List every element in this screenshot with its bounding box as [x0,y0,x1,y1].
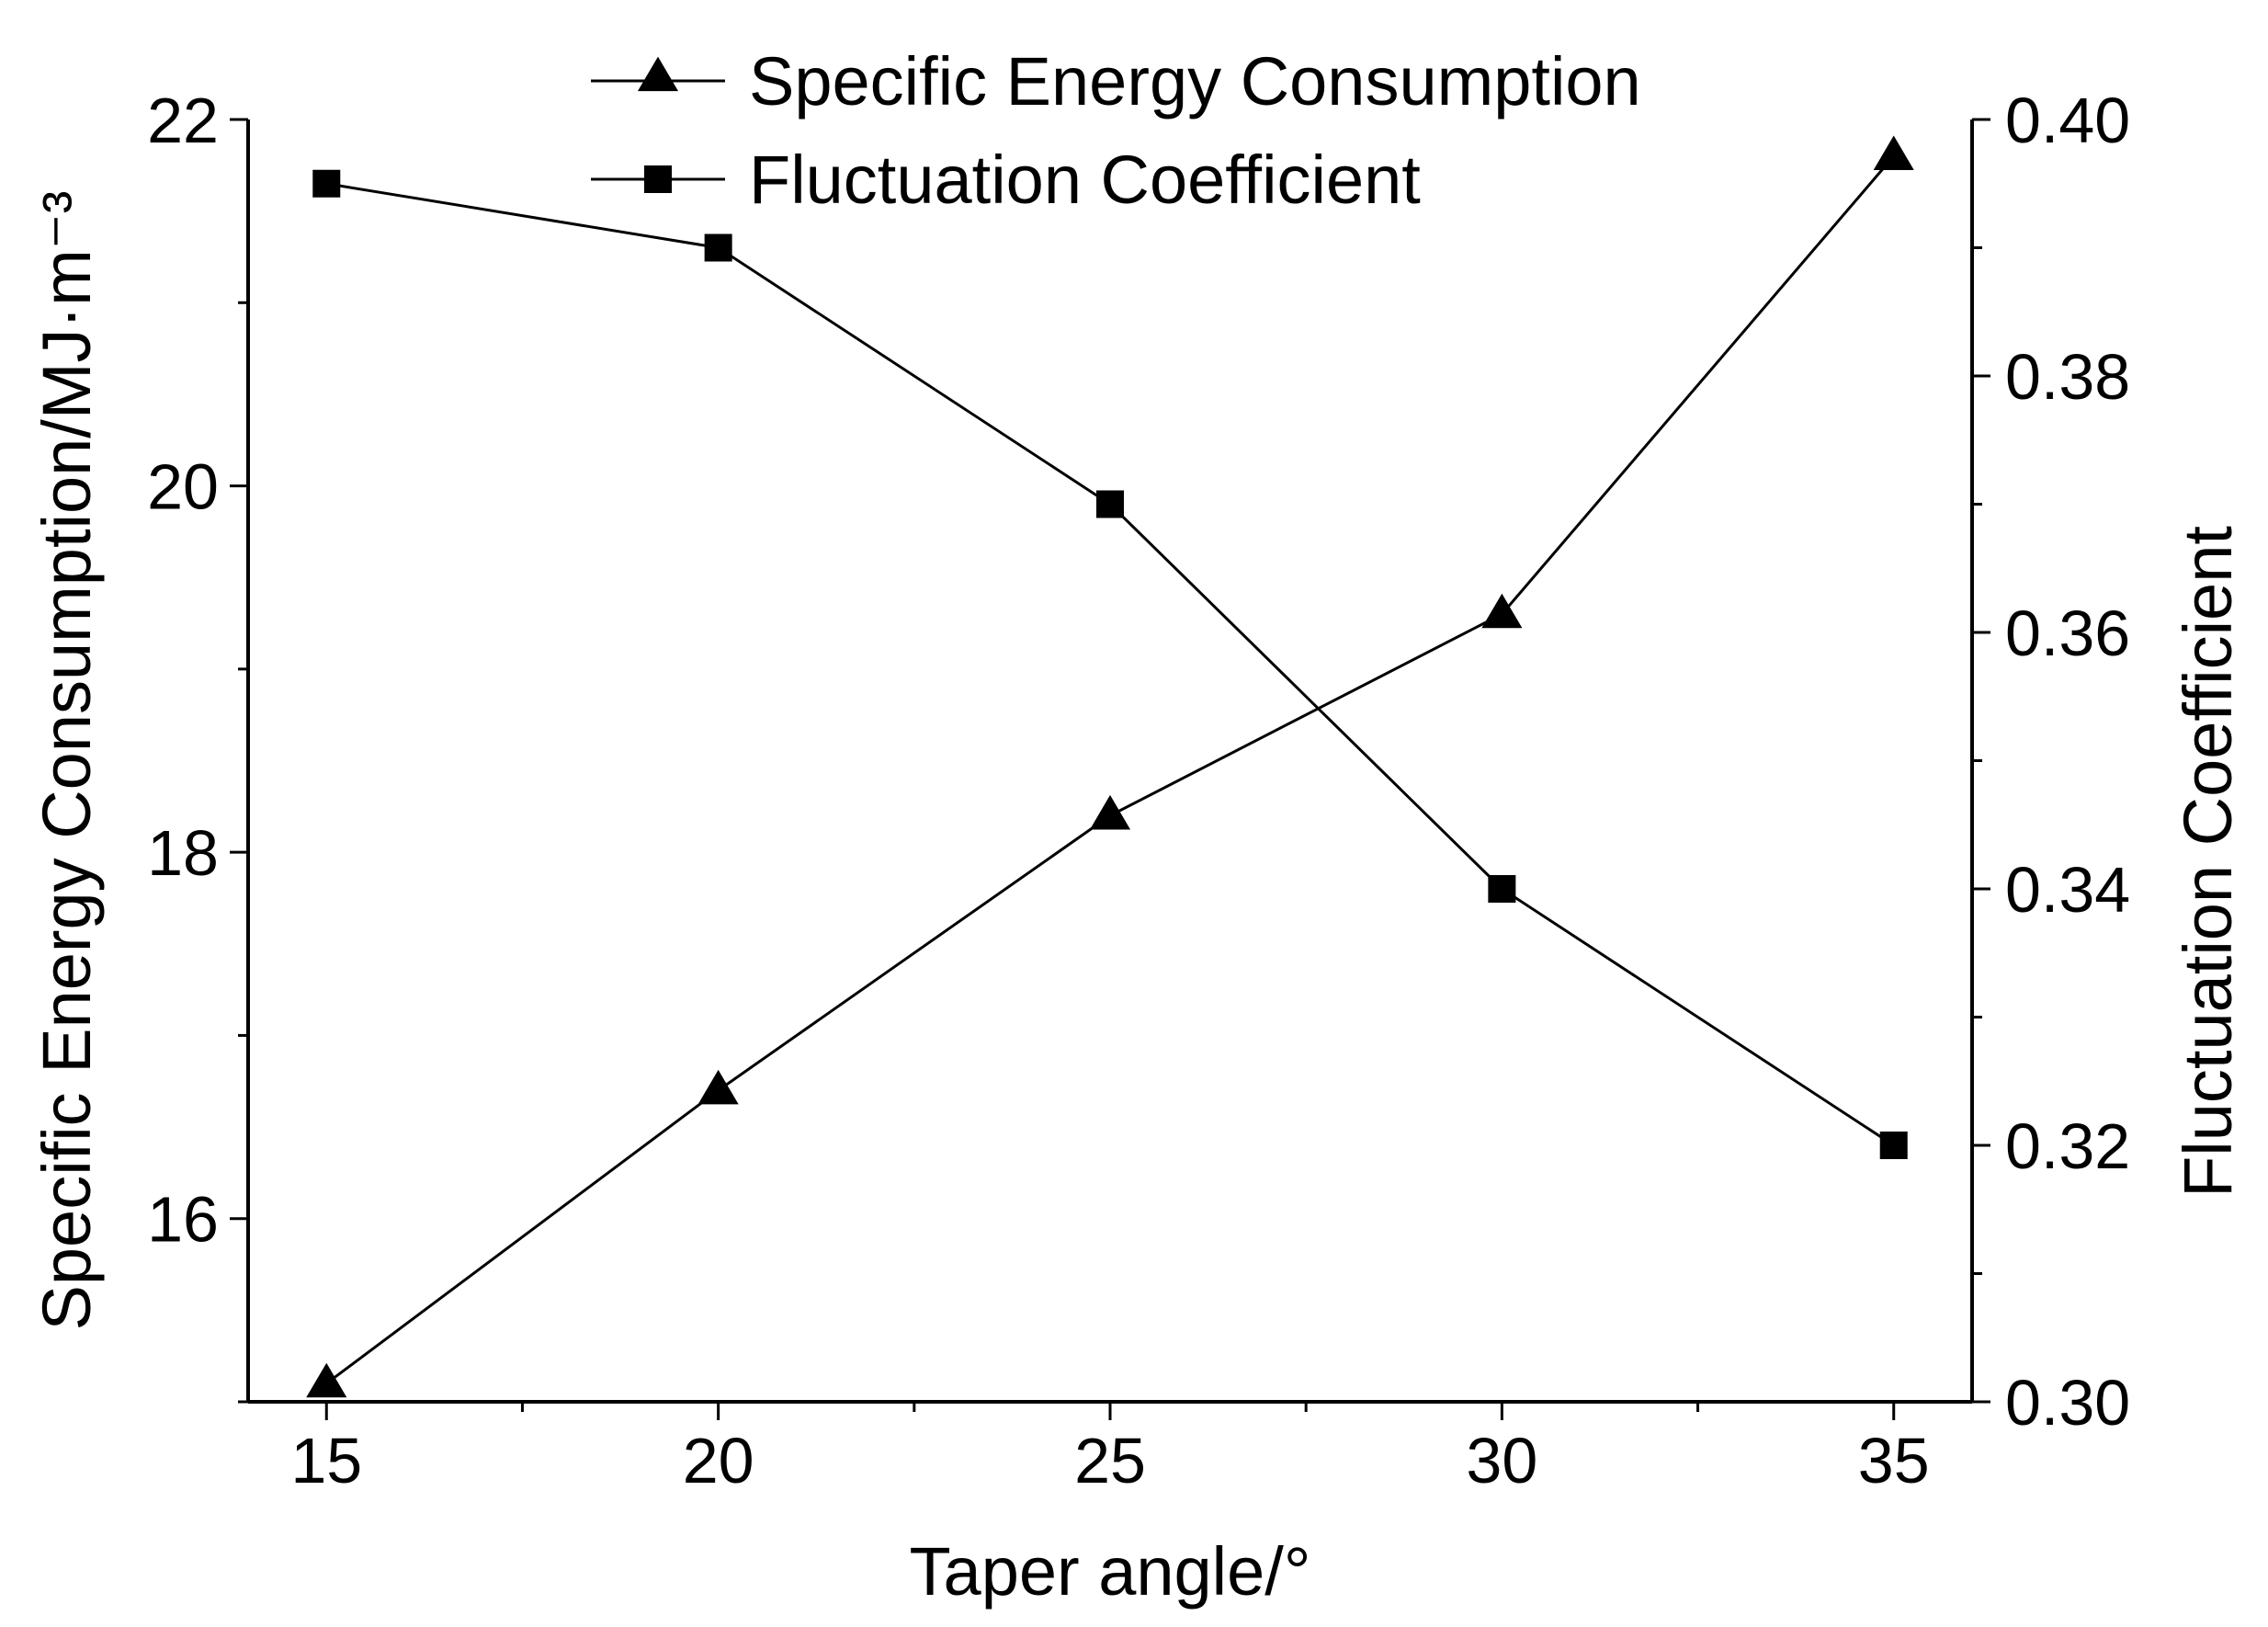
y-left-tick-label: 20 [147,451,219,523]
data-point-fluctuation [1879,1132,1908,1159]
x-axis-title: Taper angle/° [910,1533,1311,1610]
y-right-tick-label: 0.34 [2005,854,2130,926]
data-point-energy [306,1362,347,1398]
x-tick-label: 15 [290,1425,362,1496]
data-point-energy [1481,593,1523,629]
data-point-energy [1873,135,1914,171]
y-right-tick-label: 0.36 [2005,597,2130,669]
y-left-tick-label: 22 [147,85,219,156]
x-tick-label: 35 [1858,1425,1930,1496]
data-point-fluctuation [1488,875,1516,903]
x-tick-label: 30 [1466,1425,1537,1496]
y-right-tick-label: 0.38 [2005,341,2130,413]
legend-label-fluctuation: Fluctuation Coefficient [749,142,1421,218]
y-left-tick-label: 16 [147,1184,219,1256]
y-axis-left-title: Specific Energy Consumption/MJ·m⁻³ [28,191,105,1331]
ticks: 15 20 25 30 35 16 18 20 22 0.30 0.32 0.34 0.36 0.38 0.… [147,85,2130,1496]
x-tick-label: 25 [1074,1425,1146,1496]
data-point-energy [1089,794,1131,830]
legend-label-energy: Specific Energy Consumption [749,43,1641,119]
series-group [306,135,1914,1398]
y-right-tick-label: 0.32 [2005,1110,2130,1182]
y-left-tick-label: 18 [147,817,219,889]
legend-marker-energy [637,56,679,92]
axis-titles: Taper angle/° Specific Energy Consumption… [28,191,2246,1610]
legend: Specific Energy Consumption Fluctuation C… [591,43,1641,218]
data-point-fluctuation [1096,490,1124,518]
y-right-tick-label: 0.40 [2005,85,2130,156]
data-point-fluctuation [312,169,341,198]
data-point-energy [697,1069,739,1105]
x-tick-label: 20 [683,1425,754,1496]
y-axis-right-title: Fluctuation Coefficient [2170,526,2246,1198]
legend-marker-fluctuation [644,165,672,193]
y-right-tick-label: 0.30 [2005,1367,2130,1439]
data-point-fluctuation [704,233,732,262]
